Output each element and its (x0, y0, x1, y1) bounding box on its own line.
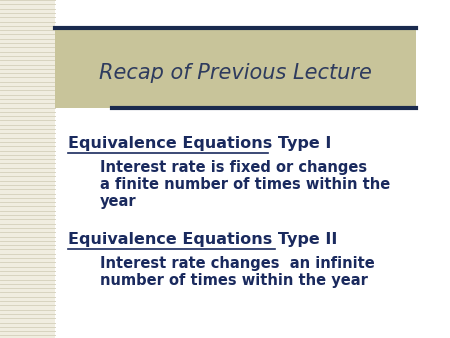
Bar (0, 0, 55, 338)
Text: Interest rate is fixed or changes: Interest rate is fixed or changes (99, 160, 367, 175)
Text: year: year (99, 194, 136, 209)
Text: number of times within the year: number of times within the year (99, 273, 368, 288)
Text: Equivalence Equations Type II: Equivalence Equations Type II (68, 232, 337, 247)
Text: a finite number of times within the: a finite number of times within the (99, 177, 390, 192)
Bar (55, 28, 416, 108)
Text: Recap of Previous Lecture: Recap of Previous Lecture (99, 63, 372, 83)
Text: Equivalence Equations Type I: Equivalence Equations Type I (68, 136, 332, 151)
Text: Interest rate changes  an infinite: Interest rate changes an infinite (99, 256, 374, 271)
